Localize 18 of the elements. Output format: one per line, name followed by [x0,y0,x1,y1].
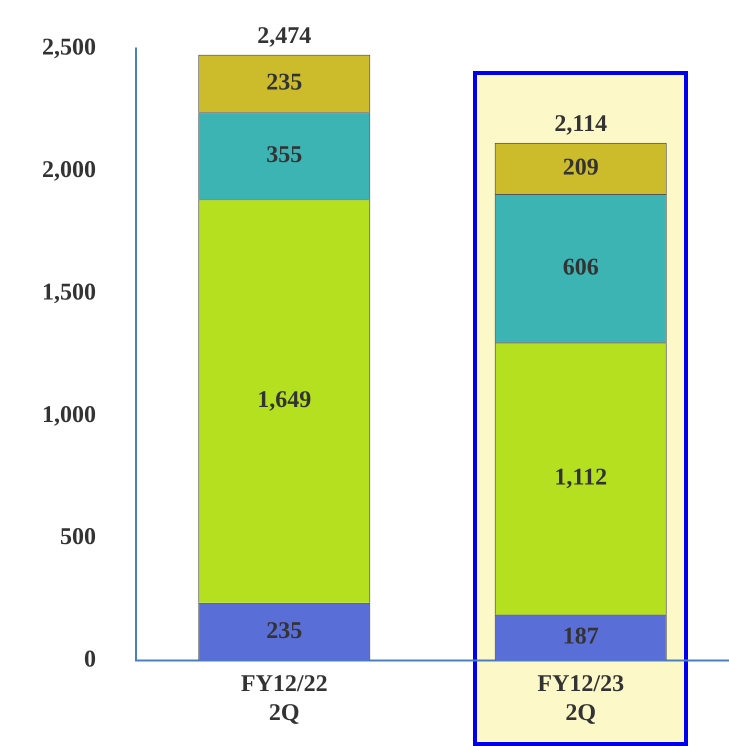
total-label: 2,114 [554,111,608,138]
data-label: 235 [266,618,302,644]
data-label: 209 [562,154,599,181]
y-tick-label: 2,000 [42,157,96,184]
data-label: 355 [266,142,302,168]
total-label: 2,474 [257,22,312,49]
data-label: 235 [266,70,302,96]
y-tick-label: 2,500 [42,34,96,61]
data-label: 1,112 [554,464,608,491]
data-label: 1,649 [257,387,312,414]
data-label: 187 [562,624,599,650]
y-tick-label: 500 [60,524,96,550]
y-tick-label: 1,500 [42,279,96,306]
x-tick-label: FY12/23 2Q [537,671,624,726]
y-tick-label: 0 [84,646,96,673]
data-label: 606 [562,254,599,280]
y-tick-label: 1,000 [42,402,96,428]
x-tick-label: FY12/22 2Q [240,671,328,726]
